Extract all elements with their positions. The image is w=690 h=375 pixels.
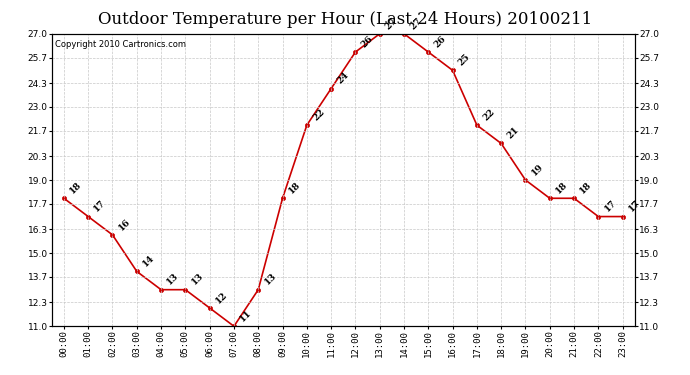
Text: 13: 13 bbox=[262, 272, 278, 287]
Text: 14: 14 bbox=[141, 254, 156, 268]
Text: Copyright 2010 Cartronics.com: Copyright 2010 Cartronics.com bbox=[55, 40, 186, 49]
Text: 16: 16 bbox=[117, 217, 132, 232]
Text: 17: 17 bbox=[627, 198, 642, 214]
Text: 25: 25 bbox=[457, 53, 472, 68]
Text: 18: 18 bbox=[287, 180, 302, 195]
Text: 13: 13 bbox=[190, 272, 205, 287]
Text: 17: 17 bbox=[602, 198, 618, 214]
Text: 27: 27 bbox=[384, 16, 399, 31]
Text: 24: 24 bbox=[335, 70, 351, 86]
Text: 26: 26 bbox=[433, 34, 448, 49]
Text: 27: 27 bbox=[408, 16, 424, 31]
Text: 12: 12 bbox=[214, 290, 229, 305]
Text: 11: 11 bbox=[238, 308, 253, 324]
Text: 17: 17 bbox=[92, 198, 108, 214]
Text: 18: 18 bbox=[578, 180, 593, 195]
Text: 18: 18 bbox=[68, 180, 83, 195]
Text: 18: 18 bbox=[554, 180, 569, 195]
Text: 26: 26 bbox=[359, 34, 375, 49]
Text: 21: 21 bbox=[505, 125, 521, 141]
Text: 19: 19 bbox=[530, 162, 545, 177]
Text: 22: 22 bbox=[481, 107, 496, 122]
Text: Outdoor Temperature per Hour (Last 24 Hours) 20100211: Outdoor Temperature per Hour (Last 24 Ho… bbox=[98, 11, 592, 28]
Text: 13: 13 bbox=[165, 272, 181, 287]
Text: 22: 22 bbox=[311, 107, 326, 122]
